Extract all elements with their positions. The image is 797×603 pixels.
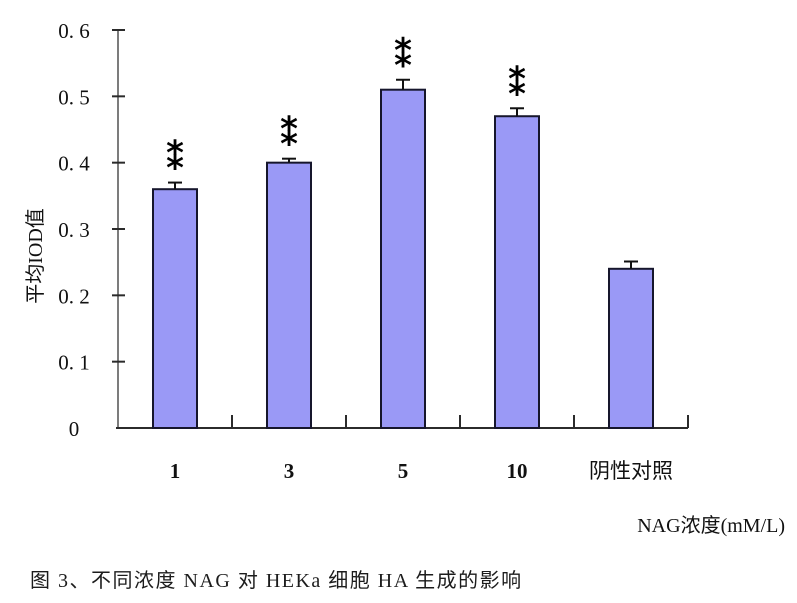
y-tick-label: 0. 6 [58, 19, 90, 43]
x-category-label: 3 [284, 459, 295, 483]
y-tick-label: 0. 4 [58, 152, 90, 176]
y-tick-label: 0 [69, 417, 80, 441]
y-tick-label: 0. 3 [58, 218, 90, 242]
y-axis-title: 平均IOD值 [24, 208, 47, 304]
significance-star-upper: * [166, 134, 184, 174]
bar-10 [494, 115, 540, 429]
x-category-label: 阴性对照 [589, 459, 673, 483]
bar-阴性对照 [608, 267, 654, 429]
bar-5 [380, 88, 426, 429]
y-tick-label: 0. 5 [58, 85, 90, 109]
figure-caption: 图 3、不同浓度 NAG 对 HEKa 细胞 HA 生成的影响 [30, 570, 523, 592]
significance-star-upper: * [394, 31, 412, 71]
significance-star-upper: * [280, 110, 298, 150]
y-tick-label: 0. 2 [58, 284, 90, 308]
significance-star-lower: * [166, 149, 184, 189]
significance-star-lower: * [280, 125, 298, 165]
significance-star-lower: * [394, 46, 412, 86]
x-category-label: 10 [507, 459, 528, 483]
significance-star-lower: * [508, 74, 526, 114]
significance-star-upper: * [508, 59, 526, 99]
x-axis-title: NAG浓度(mM/L) [637, 514, 785, 537]
x-category-label: 1 [170, 459, 181, 483]
y-tick-label: 0. 1 [58, 351, 90, 375]
x-category-label: 5 [398, 459, 409, 483]
bar-1 [152, 188, 198, 429]
bar-3 [266, 161, 312, 430]
